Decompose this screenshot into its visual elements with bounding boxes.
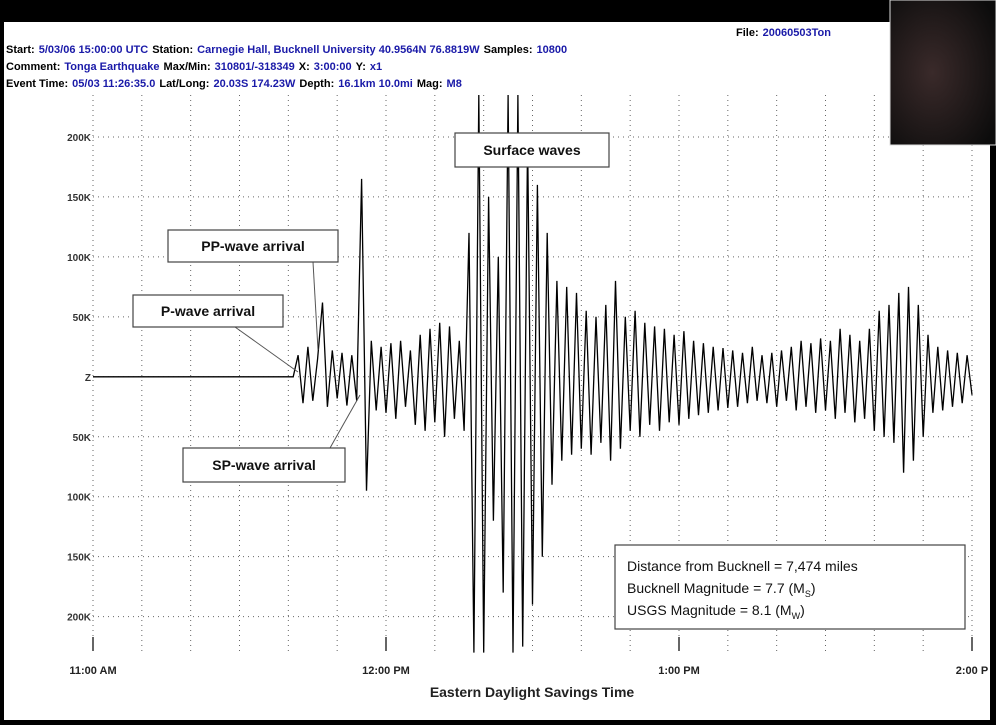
y-tick-label: 150K	[67, 193, 92, 204]
x-tick-label: 11:00 AM	[69, 665, 116, 677]
y-tick-label: 100K	[67, 253, 92, 264]
header-label: Lat/Long:	[159, 78, 209, 90]
x-tick-label: 12:00 PM	[362, 665, 410, 677]
annotation: Surface waves	[483, 142, 580, 158]
info-text: USGS Magnitude = 8.1 (M	[627, 602, 792, 618]
y-tick-label: 200K	[67, 613, 92, 624]
header-line: Event Time: 05/03 11:26:35.0 Lat/Long: 20.0…	[6, 78, 462, 90]
header-value: M8	[447, 78, 462, 90]
x-axis-title: Eastern Daylight Savings Time	[430, 684, 635, 700]
header-value: 16.1km 10.0mi	[338, 78, 413, 90]
seismogram: File: 20060503Ton Start: 5/03/06 15:00:00 U…	[0, 0, 996, 725]
header-label: Mag:	[417, 78, 443, 90]
header-label: Comment:	[6, 61, 60, 73]
header-value: 310801/-318349	[215, 61, 295, 73]
y-tick-label: 150K	[67, 553, 92, 564]
page: File: 20060503Ton Start: 5/03/06 15:00:00 U…	[0, 0, 996, 725]
info-text: Bucknell Magnitude = 7.7 (M	[627, 580, 805, 596]
info-text: Distance from Bucknell = 7,474 miles	[627, 558, 858, 574]
header-value: 20.03S 174.23W	[213, 78, 296, 90]
header-value: 3:00:00	[314, 61, 352, 73]
header-label: Y:	[356, 61, 366, 73]
header-label: Event Time:	[6, 78, 68, 90]
y-tick-label: 50K	[73, 433, 92, 444]
x-tick-label: 1:00 PM	[658, 665, 700, 677]
annotation: P-wave arrival	[161, 303, 255, 319]
header-value: x1	[370, 61, 382, 73]
y-tick-label: 100K	[67, 493, 92, 504]
info-text: )	[811, 580, 816, 596]
photo-thumbnail	[890, 0, 996, 145]
header-label: Station:	[152, 44, 193, 56]
y-tick-label: Z	[85, 373, 91, 384]
annotation: PP-wave arrival	[201, 238, 305, 254]
info-line: Distance from Bucknell = 7,474 miles	[627, 558, 858, 574]
header-value: 10800	[537, 44, 568, 56]
info-text: )	[800, 602, 805, 618]
header-value: Carnegie Hall, Bucknell University 40.95…	[197, 44, 480, 56]
header-label: Start:	[6, 44, 35, 56]
annotation: SP-wave arrival	[212, 457, 316, 473]
header-label: Depth:	[299, 78, 334, 90]
x-tick-label: 2:00 P	[956, 665, 988, 677]
header-label: X:	[299, 61, 310, 73]
header-value: Tonga Earthquake	[64, 61, 159, 73]
header-label: Samples:	[484, 44, 533, 56]
header-value: 05/03 11:26:35.0	[72, 78, 155, 90]
header-value: 20060503Ton	[763, 27, 832, 39]
header-label: File:	[736, 27, 759, 39]
header-line: File: 20060503Ton	[736, 27, 831, 39]
y-tick-label: 50K	[73, 313, 92, 324]
header-label: Max/Min:	[164, 61, 211, 73]
header-value: 5/03/06 15:00:00 UTC	[39, 44, 149, 56]
y-tick-label: 200K	[67, 133, 92, 144]
